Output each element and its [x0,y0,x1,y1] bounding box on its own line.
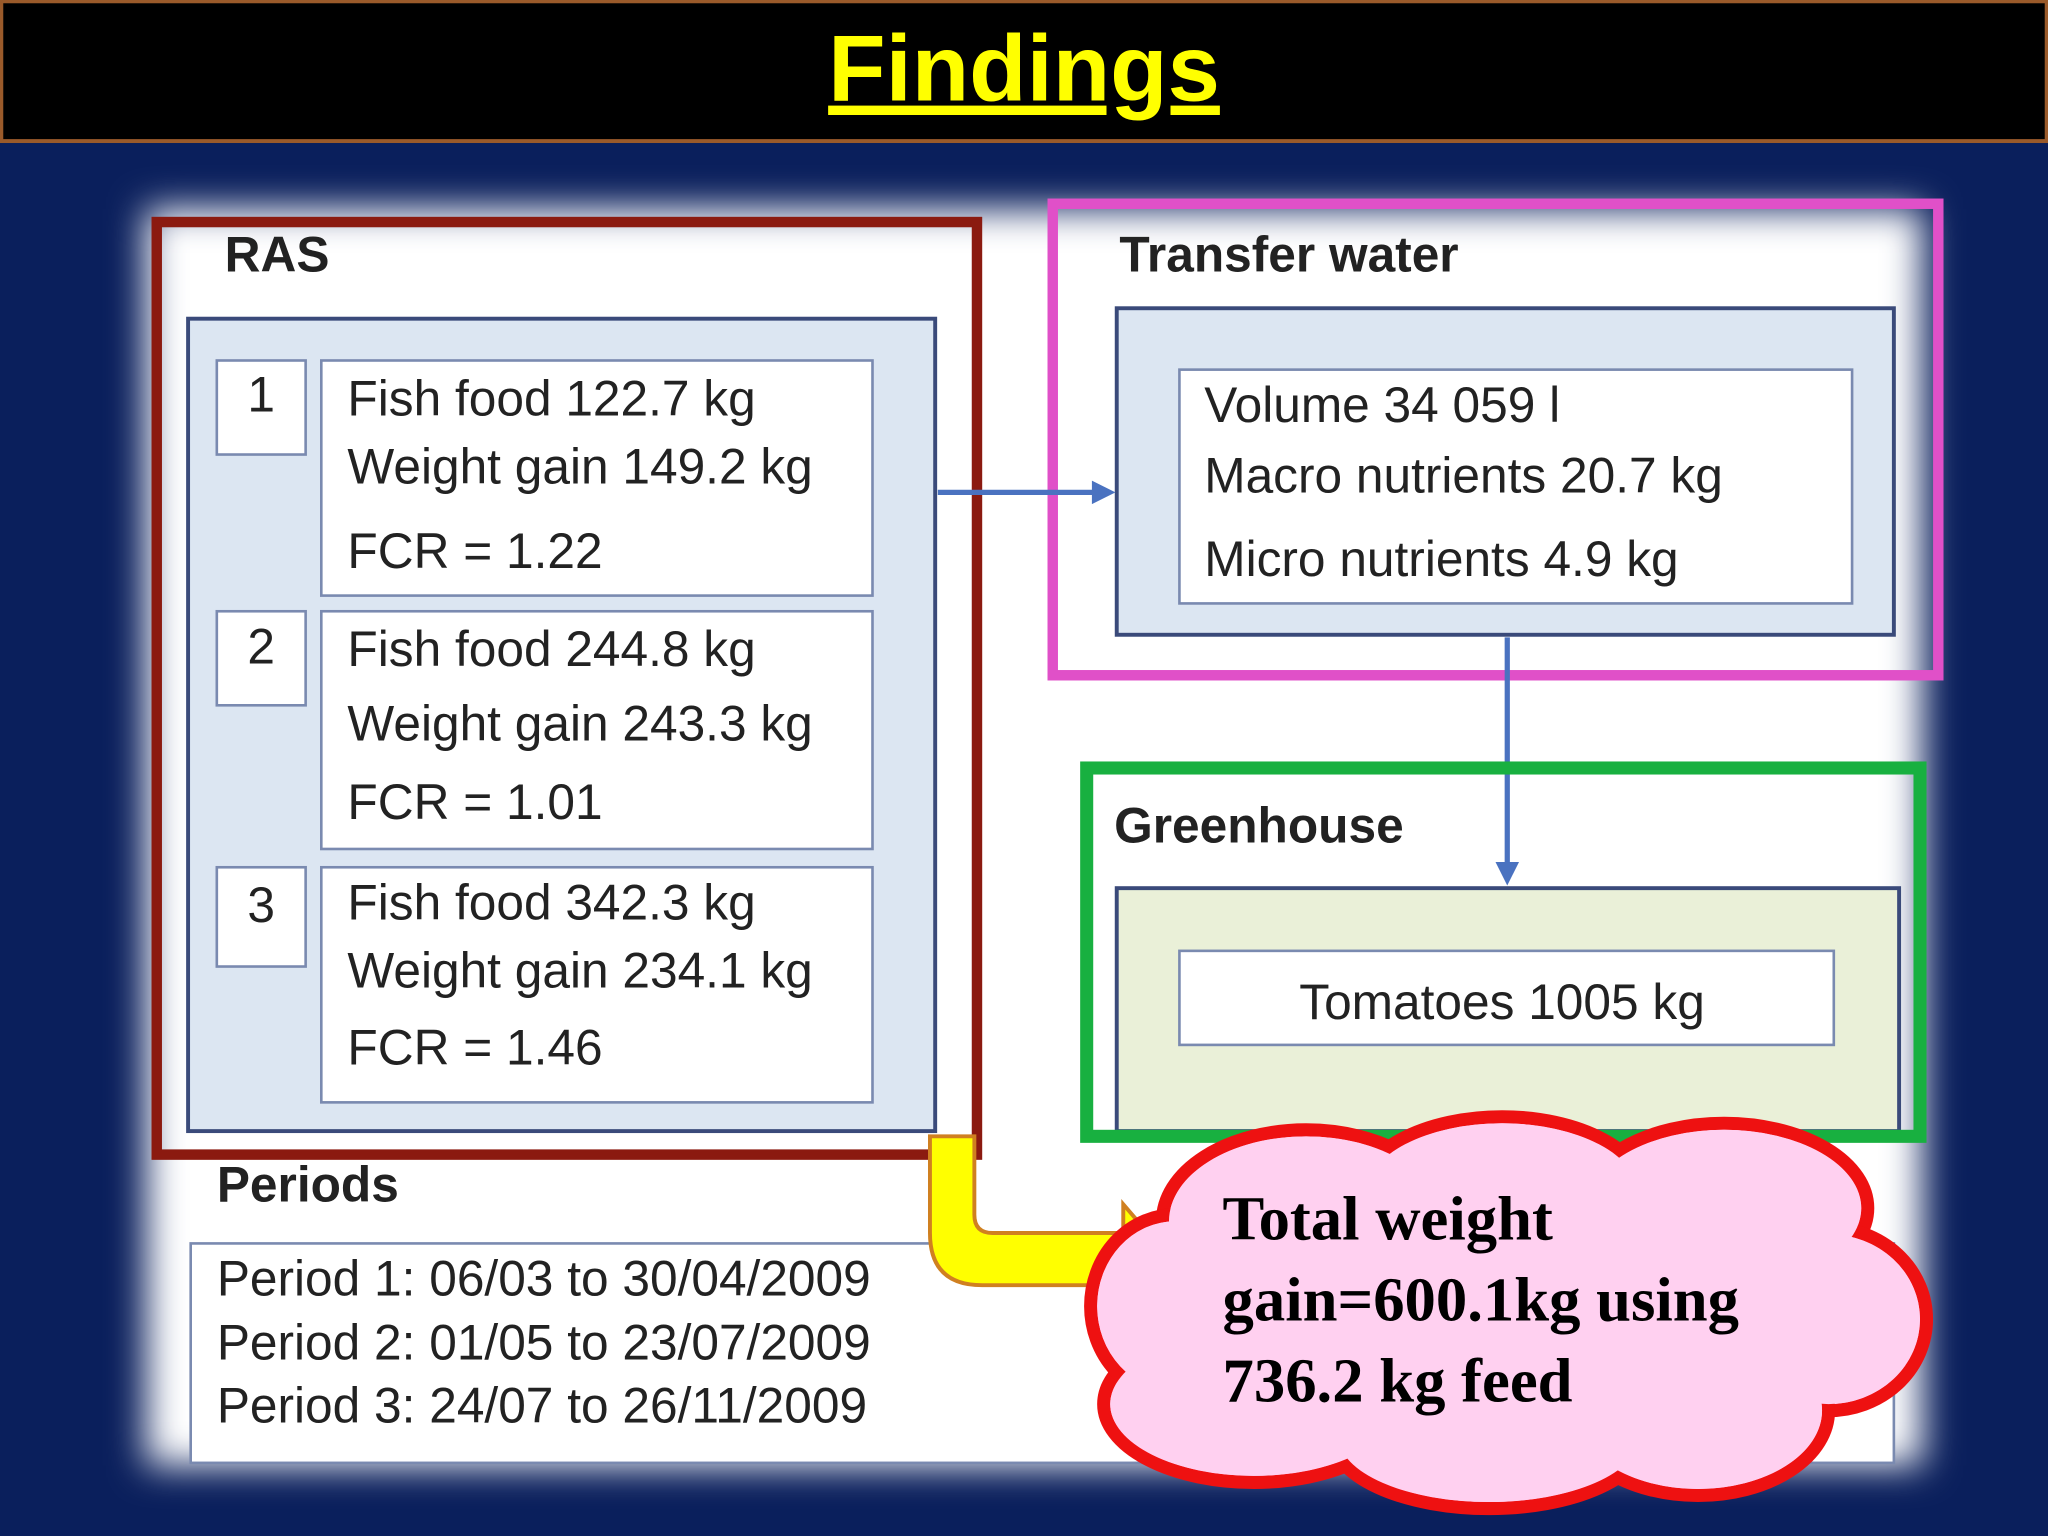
transfer-frame [1047,198,1944,681]
unit-line: Weight gain 234.1 kg [347,942,812,998]
transfer-inner [1178,368,1854,605]
unit-box [215,359,307,456]
ras-label: RAS [225,227,330,283]
greenhouse-inner [1178,949,1836,1047]
period-line: Period 2: 01/05 to 23/07/2009 [217,1315,871,1371]
unit-line: FCR = 1.22 [347,523,602,579]
unit-line: FCR = 1.46 [347,1020,602,1076]
unit-number: 3 [247,877,275,933]
title-bar [0,0,2048,144]
callout-line: 736.2 kg feed [1223,1345,1573,1415]
unit-number: 2 [247,619,275,675]
arrow-head [1091,480,1116,505]
transfer-line: Micro nutrients 4.9 kg [1204,531,1678,587]
unit-line: Weight gain 149.2 kg [347,438,812,494]
periods-label: Periods [217,1157,399,1213]
period-line: Period 1: 06/03 to 30/04/2009 [217,1251,871,1307]
title: Findings [828,16,1220,121]
greenhouse-line: Tomatoes 1005 kg [1299,974,1705,1030]
arrow-head [1495,862,1520,886]
period-line: Period 3: 24/07 to 26/11/2009 [217,1377,867,1433]
callout-line: Total weight [1223,1184,1553,1254]
unit-line: Fish food 244.8 kg [347,621,755,677]
unit-box [215,609,307,707]
ras-units: 1 Fish food 122.7 kg Weight gain 149.2 k… [215,359,874,1104]
ras-frame [151,216,983,1160]
unit-box [215,865,307,968]
unit-line: Fish food 342.3 kg [347,875,755,931]
unit-box [319,359,874,597]
unit-line: Weight gain 243.3 kg [347,696,812,752]
callout-line: gain=600.1kg using [1223,1265,1740,1335]
unit-line: FCR = 1.01 [347,774,602,830]
transfer-line: Volume 34 059 l [1204,377,1560,433]
unit-number: 1 [247,366,275,422]
greenhouse-label: Greenhouse [1114,797,1404,853]
cloud [1084,1110,1934,1516]
arrows [937,480,1520,886]
unit-box [319,865,874,1104]
transfer-label: Transfer water [1119,227,1458,283]
unit-box [319,609,874,851]
transfer-line: Macro nutrients 20.7 kg [1204,447,1723,503]
unit-line: Fish food 122.7 kg [347,370,755,426]
